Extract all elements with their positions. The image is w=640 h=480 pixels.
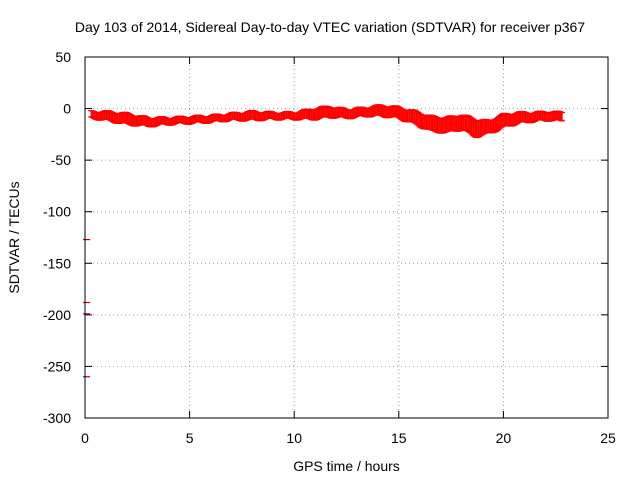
- x-tick-label: 0: [81, 430, 89, 446]
- x-tick-label: 15: [391, 430, 407, 446]
- x-tick-label: 10: [286, 430, 302, 446]
- x-axis: 0 5 10 15 20 25: [81, 57, 616, 446]
- x-tick-label: 5: [186, 430, 194, 446]
- y-tick-label: 50: [55, 49, 71, 65]
- x-axis-label: GPS time / hours: [293, 458, 400, 474]
- plot-frame: [84, 56, 609, 419]
- y-tick-label: -250: [43, 358, 71, 374]
- y-tick-label: -300: [43, 410, 71, 426]
- x-tick-label: 25: [600, 430, 616, 446]
- y-tick-label: -50: [51, 152, 71, 168]
- chart-title: Day 103 of 2014, Sidereal Day-to-day VTE…: [75, 19, 585, 35]
- y-axis: 50 0 -50 -100 -150 -200 -250 -300: [43, 49, 608, 426]
- y-tick-label: 0: [63, 101, 71, 117]
- y-tick-label: -100: [43, 204, 71, 220]
- x-tick-label: 20: [496, 430, 512, 446]
- data-marks: [83, 104, 565, 378]
- y-tick-label: -200: [43, 307, 71, 323]
- y-axis-label: SDTVAR / TECUs: [6, 181, 22, 293]
- y-tick-label: -150: [43, 255, 71, 271]
